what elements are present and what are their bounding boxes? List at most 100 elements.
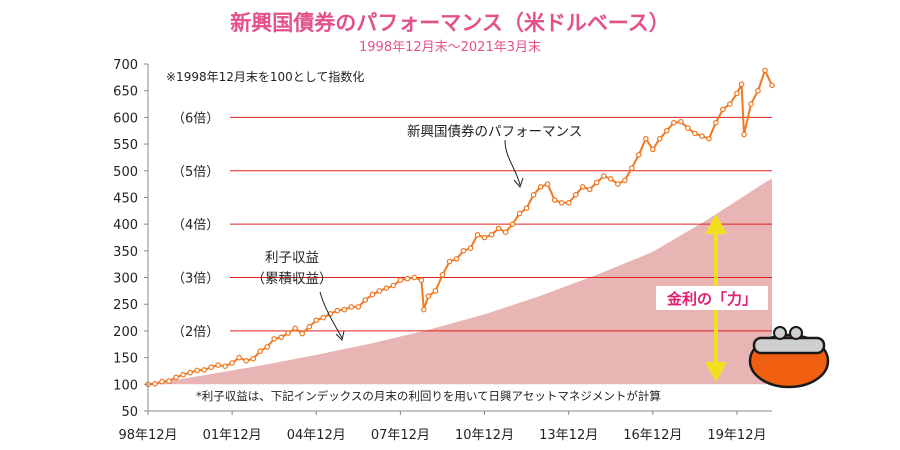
data-point xyxy=(649,146,656,153)
chart-subtitle: 1998年12月末〜2021年3月末 xyxy=(359,40,541,55)
data-point xyxy=(439,272,446,278)
data-point xyxy=(229,360,235,366)
y-tick-label: 550 xyxy=(113,138,138,153)
x-tick-label: 04年12月 xyxy=(287,428,346,443)
data-point xyxy=(152,380,158,387)
data-point xyxy=(292,325,299,332)
data-point xyxy=(678,118,684,125)
x-tick-label: 07年12月 xyxy=(371,428,430,443)
data-point xyxy=(187,369,193,376)
data-point xyxy=(264,344,271,350)
y-tick-label: 650 xyxy=(113,85,138,100)
data-point xyxy=(741,131,747,138)
data-point xyxy=(243,357,250,364)
data-point xyxy=(699,133,705,139)
data-point xyxy=(762,67,768,74)
wallet-icon xyxy=(748,326,830,389)
data-point xyxy=(159,378,165,385)
data-point xyxy=(313,317,320,324)
data-point xyxy=(362,297,369,303)
data-point xyxy=(418,277,425,284)
power-label: 金利の「力」 xyxy=(666,290,757,308)
area-label-line-2: （累積収益） xyxy=(252,271,333,287)
data-point xyxy=(397,277,404,284)
multiple-label: （5倍） xyxy=(172,165,219,180)
data-point xyxy=(285,330,292,336)
data-point xyxy=(460,248,467,254)
data-point xyxy=(334,307,341,314)
interest-income-area-layer xyxy=(148,178,772,385)
data-point xyxy=(383,285,390,292)
data-point xyxy=(271,336,278,342)
x-tick-label: 13年12月 xyxy=(539,428,598,443)
y-tick-label: 700 xyxy=(113,58,138,73)
multiple-label: （4倍） xyxy=(172,218,219,233)
multiple-label: （3倍） xyxy=(172,272,219,287)
data-point xyxy=(495,225,502,232)
data-point xyxy=(278,334,285,341)
data-point xyxy=(600,173,607,179)
data-point xyxy=(670,119,677,126)
data-point xyxy=(180,371,186,378)
data-point xyxy=(348,304,355,310)
data-point xyxy=(738,81,745,88)
data-point xyxy=(685,125,691,131)
data-point xyxy=(734,90,740,97)
data-point xyxy=(621,177,628,184)
x-tick-label: 01年12月 xyxy=(203,428,262,443)
data-point xyxy=(509,221,516,228)
chart-title: 新興国債券のパフォーマンス（米ドルベース） xyxy=(230,11,670,35)
data-point xyxy=(755,87,761,94)
data-point xyxy=(488,232,495,238)
data-point xyxy=(586,186,593,193)
y-tick-label: 400 xyxy=(113,218,138,233)
data-point xyxy=(706,135,712,142)
data-point xyxy=(502,229,509,236)
data-point xyxy=(628,165,635,171)
data-point xyxy=(593,179,600,186)
data-point xyxy=(299,330,306,337)
y-tick-label: 600 xyxy=(113,111,138,126)
data-point xyxy=(432,288,439,294)
x-tick-label: 10年12月 xyxy=(455,428,514,443)
data-point xyxy=(194,367,200,374)
data-point xyxy=(692,130,698,137)
performance-line-layer xyxy=(145,67,775,388)
data-point xyxy=(565,200,572,206)
data-point xyxy=(481,234,488,241)
note-bottom: *利子収益は、下記インデックスの月末の利回りを用いて日興アセットマネジメントが計… xyxy=(196,389,661,403)
data-point xyxy=(607,176,614,182)
multiple-label: （6倍） xyxy=(172,111,219,126)
data-point xyxy=(173,374,179,381)
x-tick-label: 98年12月 xyxy=(118,428,177,443)
data-point xyxy=(420,306,427,313)
series-label-leader xyxy=(504,139,521,186)
y-tick-label: 100 xyxy=(113,378,138,393)
x-tick-label: 19年12月 xyxy=(707,428,766,443)
area-label-line-1: 利子収益 xyxy=(265,250,319,266)
data-point xyxy=(544,181,551,187)
data-point xyxy=(713,119,719,126)
data-point xyxy=(376,288,383,294)
data-point xyxy=(558,200,565,206)
data-point xyxy=(579,184,586,190)
note-top: ※1998年12月末を100として指数化 xyxy=(166,69,364,84)
data-point xyxy=(201,367,207,373)
y-tick-label: 250 xyxy=(113,298,138,313)
area-label-arrowhead xyxy=(335,330,345,341)
multiple-label: （2倍） xyxy=(172,325,219,340)
data-point xyxy=(453,256,460,262)
data-point xyxy=(236,354,242,361)
axes-layer: 50 100 150 200 250 300 350 400 450 500 550 600 650 70… xyxy=(113,58,772,443)
data-point xyxy=(467,245,474,252)
data-point xyxy=(769,82,775,89)
data-point xyxy=(635,152,642,158)
data-point xyxy=(390,282,397,289)
y-tick-label: 500 xyxy=(113,165,138,180)
data-point xyxy=(355,304,362,310)
data-point xyxy=(663,127,670,134)
data-point xyxy=(551,197,558,203)
data-point xyxy=(642,135,649,142)
data-point xyxy=(516,210,523,217)
